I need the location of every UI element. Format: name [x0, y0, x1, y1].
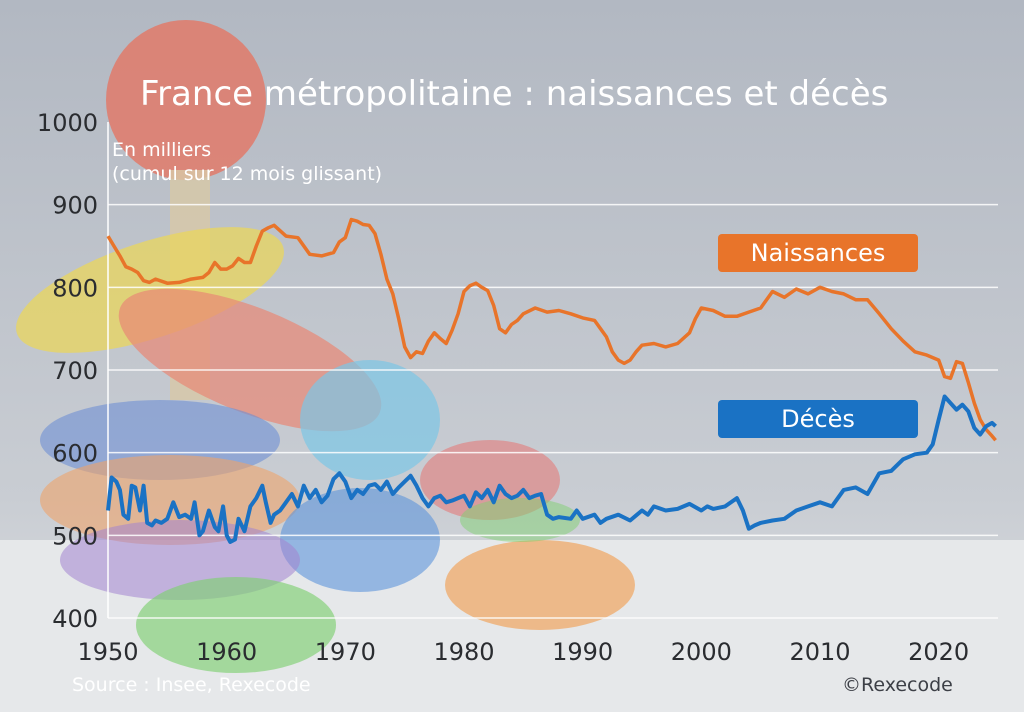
- series-line-deces: [106, 394, 997, 544]
- y-tick-label: 1000: [37, 109, 98, 137]
- x-tick-label: 2020: [908, 638, 969, 666]
- x-tick-label: 2010: [789, 638, 850, 666]
- gridlines: [108, 203, 998, 619]
- x-tick-labels: 1950 1960 1970 1980 1990 2000 2010 2020: [77, 638, 969, 666]
- unit-label-line1: En milliers: [112, 139, 212, 161]
- x-tick-label: 1960: [196, 638, 257, 666]
- x-tick-label: 2000: [671, 638, 732, 666]
- y-tick-label: 900: [52, 192, 98, 220]
- legend-naissances: Naissances: [718, 234, 918, 272]
- series-lines: [106, 217, 997, 544]
- chart-title: France métropolitaine : naissances et dé…: [140, 74, 889, 114]
- y-tick-label: 800: [52, 274, 98, 302]
- unit-label: En milliers (cumul sur 12 mois glissant): [112, 138, 382, 186]
- y-tick-label: 400: [52, 605, 98, 633]
- y-tick-label: 600: [52, 440, 98, 468]
- y-tick-label: 700: [52, 357, 98, 385]
- y-tick-labels: 1000 900 800 700 600 500 400: [37, 109, 98, 633]
- x-tick-label: 1980: [433, 638, 494, 666]
- y-tick-label: 500: [52, 522, 98, 550]
- x-tick-label: 1950: [77, 638, 138, 666]
- series-line-naissances: [106, 217, 997, 442]
- copyright-note: ©Rexecode: [842, 674, 953, 696]
- legend-deces: Décès: [718, 400, 918, 438]
- source-note: Source : Insee, Rexecode: [72, 674, 311, 696]
- x-tick-label: 1970: [315, 638, 376, 666]
- x-tick-label: 1990: [552, 638, 613, 666]
- unit-label-line2: (cumul sur 12 mois glissant): [112, 163, 383, 185]
